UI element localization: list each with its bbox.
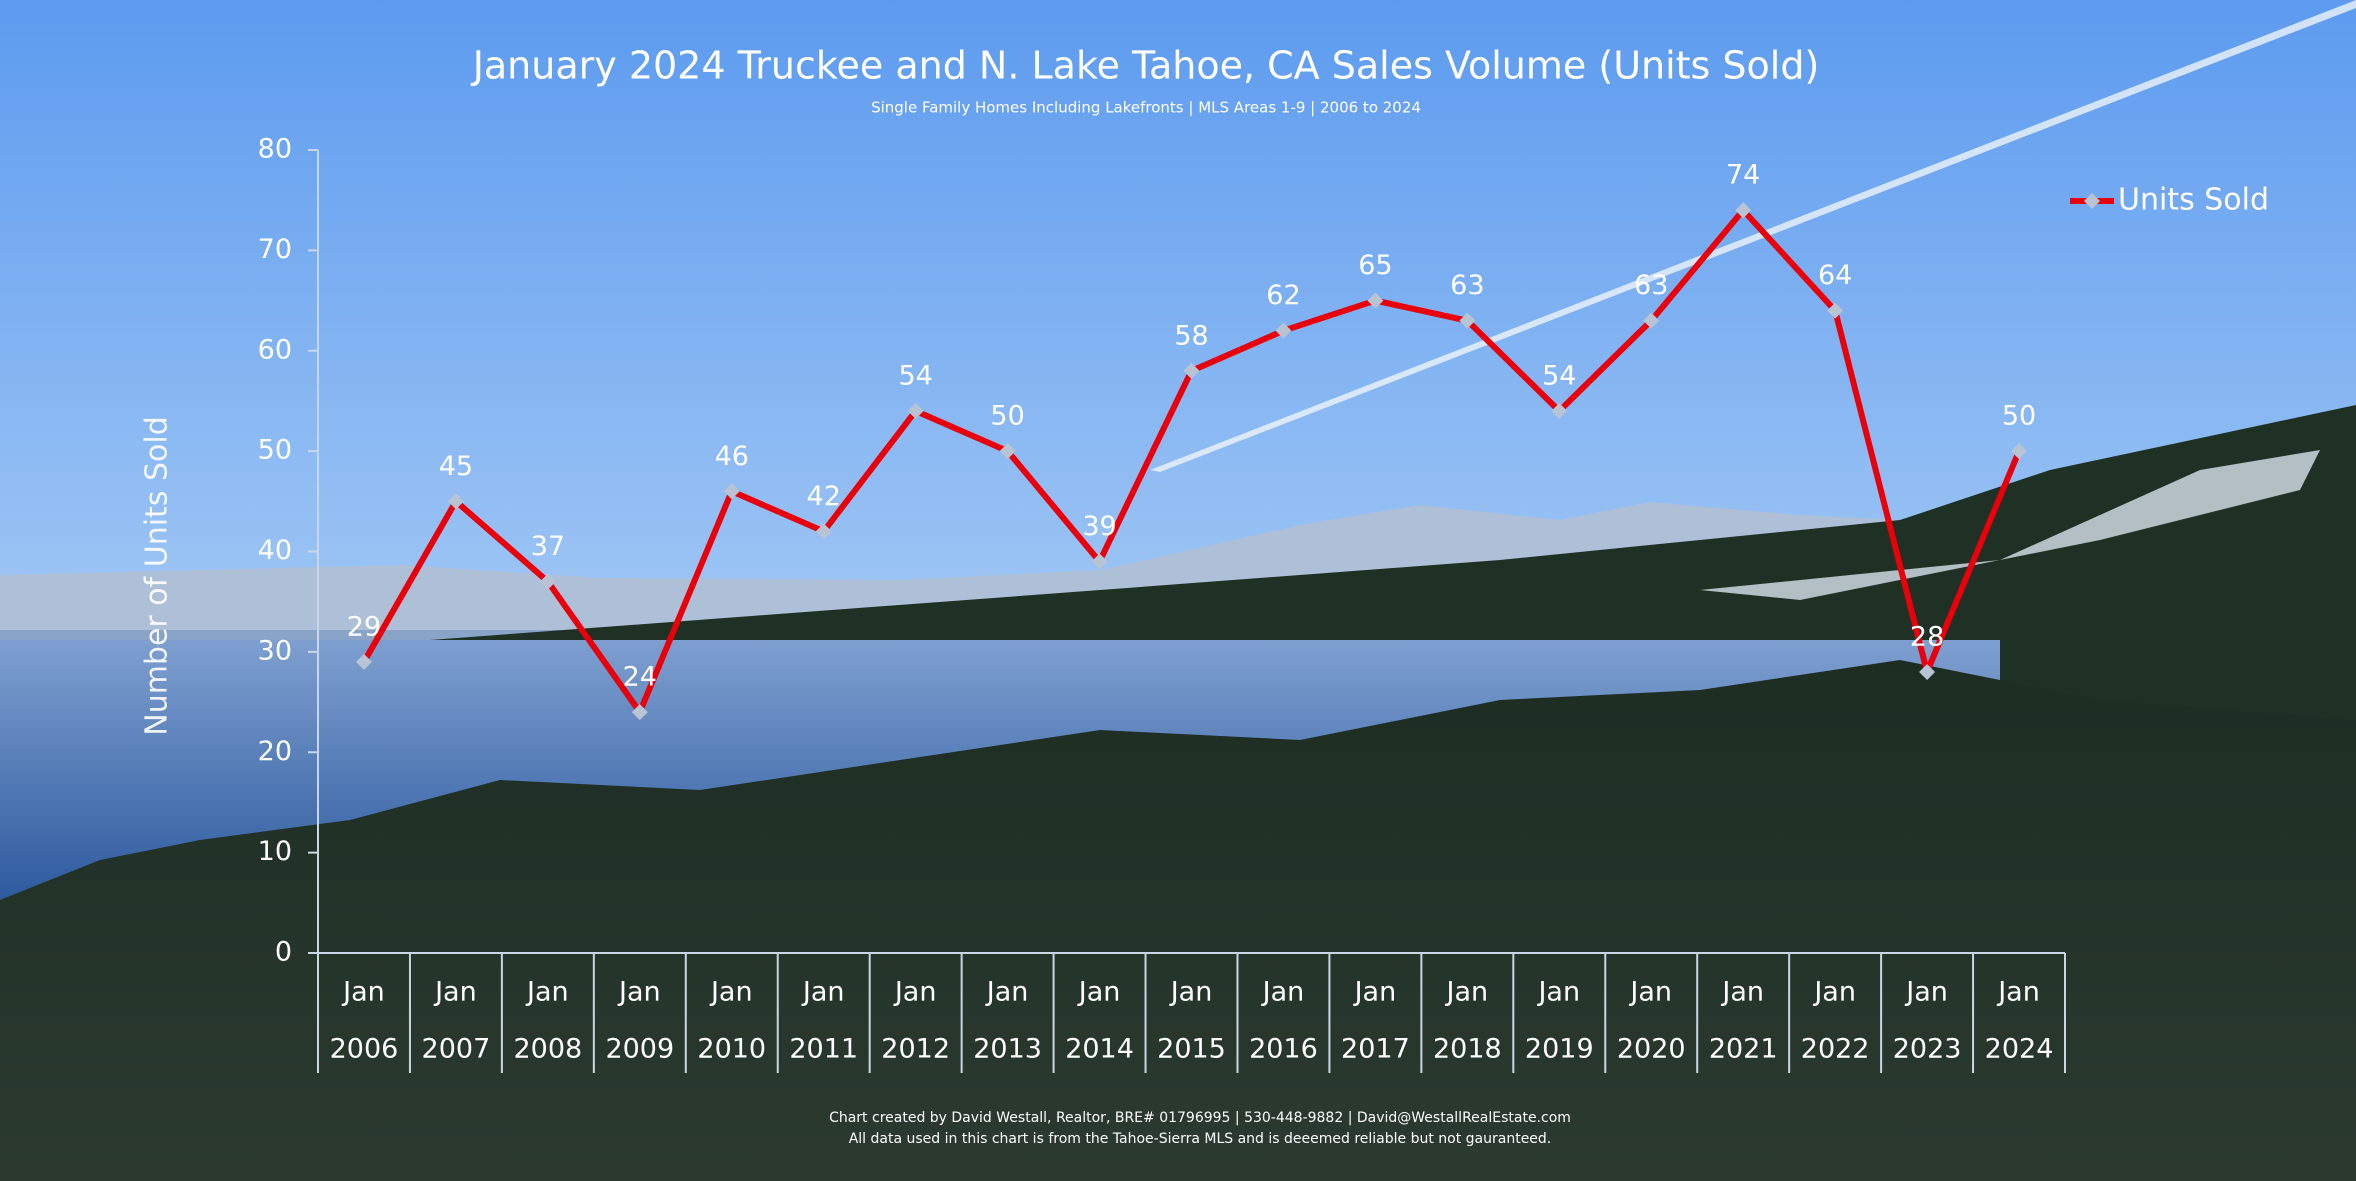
- x-tick-label: Jan: [985, 977, 1029, 1008]
- x-tick-label: Jan: [1720, 977, 1764, 1008]
- data-label: 64: [1818, 260, 1852, 291]
- x-tick-label: Jan: [341, 977, 385, 1008]
- data-label: 42: [807, 481, 841, 512]
- x-tick-label: Jan: [1996, 977, 2040, 1008]
- x-tick-label: 2012: [881, 1034, 950, 1065]
- x-tick-label: Jan: [1536, 977, 1580, 1008]
- data-marker: [723, 483, 740, 500]
- data-label: 29: [347, 611, 381, 642]
- data-marker: [1827, 302, 1844, 319]
- y-tick-label: 60: [258, 334, 292, 365]
- y-tick-label: 80: [258, 134, 292, 165]
- data-label: 63: [1450, 270, 1484, 301]
- x-tick-label: 2022: [1801, 1034, 1870, 1065]
- x-tick-label: 2011: [789, 1034, 858, 1065]
- x-tick-label: 2007: [422, 1034, 491, 1065]
- x-tick-label: Jan: [801, 977, 845, 1008]
- data-marker: [1919, 663, 1936, 680]
- footer-line: All data used in this chart is from the …: [849, 1131, 1552, 1147]
- legend-label: Units Sold: [2118, 183, 2269, 218]
- x-tick-label: 2023: [1893, 1034, 1962, 1065]
- data-marker: [631, 704, 648, 721]
- data-marker: [447, 493, 464, 510]
- y-axis-label: Number of Units Sold: [140, 416, 175, 736]
- x-tick-label: Jan: [1445, 977, 1489, 1008]
- data-label: 39: [1082, 511, 1116, 542]
- data-marker: [1735, 202, 1752, 219]
- data-marker: [907, 402, 924, 419]
- y-tick-label: 50: [258, 435, 292, 466]
- x-tick-label: Jan: [1353, 977, 1397, 1008]
- data-label: 58: [1174, 320, 1208, 351]
- data-label: 74: [1726, 160, 1760, 191]
- x-tick-label: 2020: [1617, 1034, 1686, 1065]
- chart-title: January 2024 Truckee and N. Lake Tahoe, …: [471, 44, 1820, 88]
- x-tick-label: 2015: [1157, 1034, 1226, 1065]
- data-marker: [1091, 553, 1108, 570]
- x-tick-label: Jan: [1077, 977, 1121, 1008]
- data-label: 37: [531, 531, 565, 562]
- x-tick-label: 2017: [1341, 1034, 1410, 1065]
- data-marker: [1551, 402, 1568, 419]
- data-label: 65: [1358, 250, 1392, 281]
- data-label: 24: [623, 662, 657, 693]
- data-label: 28: [1910, 621, 1944, 652]
- x-tick-label: 2006: [330, 1034, 399, 1065]
- data-label: 62: [1266, 280, 1300, 311]
- x-tick-label: 2009: [605, 1034, 674, 1065]
- data-label: 46: [715, 441, 749, 472]
- x-tick-label: 2024: [1985, 1034, 2054, 1065]
- x-tick-label: 2010: [697, 1034, 766, 1065]
- data-marker: [815, 523, 832, 540]
- chart-subtitle: Single Family Homes Including Lakefronts…: [871, 99, 1421, 117]
- x-tick-label: 2008: [514, 1034, 583, 1065]
- data-marker: [999, 443, 1016, 460]
- y-tick-label: 70: [258, 234, 292, 265]
- y-tick-label: 40: [258, 535, 292, 566]
- x-tick-label: Jan: [709, 977, 753, 1008]
- data-marker: [539, 573, 556, 590]
- data-marker: [2011, 443, 2028, 460]
- x-tick-label: Jan: [617, 977, 661, 1008]
- y-tick-label: 0: [275, 937, 292, 968]
- x-tick-label: 2019: [1525, 1034, 1594, 1065]
- y-tick-label: 20: [258, 736, 292, 767]
- x-tick-label: 2016: [1249, 1034, 1318, 1065]
- x-tick-label: 2018: [1433, 1034, 1502, 1065]
- data-marker: [1275, 322, 1292, 339]
- x-tick-label: Jan: [893, 977, 937, 1008]
- data-label: 54: [898, 360, 932, 391]
- x-tick-label: 2014: [1065, 1034, 1134, 1065]
- data-label: 63: [1634, 270, 1668, 301]
- data-label: 54: [1542, 360, 1576, 391]
- x-tick-label: Jan: [525, 977, 569, 1008]
- x-tick-label: Jan: [1904, 977, 1948, 1008]
- data-marker: [355, 653, 372, 670]
- x-tick-label: Jan: [1812, 977, 1856, 1008]
- x-tick-label: 2021: [1709, 1034, 1778, 1065]
- data-marker: [1459, 312, 1476, 329]
- x-tick-label: Jan: [1169, 977, 1213, 1008]
- x-tick-label: Jan: [1628, 977, 1672, 1008]
- data-label: 50: [2002, 401, 2036, 432]
- data-marker: [1367, 292, 1384, 309]
- x-tick-label: Jan: [1261, 977, 1305, 1008]
- legend-marker: [2084, 193, 2100, 209]
- x-tick-label: Jan: [433, 977, 477, 1008]
- data-label: 50: [990, 401, 1024, 432]
- data-marker: [1183, 362, 1200, 379]
- footer-line: Chart created by David Westall, Realtor,…: [829, 1110, 1571, 1126]
- data-label: 45: [439, 451, 473, 482]
- y-tick-label: 30: [258, 635, 292, 666]
- x-tick-label: 2013: [973, 1034, 1042, 1065]
- y-tick-label: 10: [258, 836, 292, 867]
- data-marker: [1643, 312, 1660, 329]
